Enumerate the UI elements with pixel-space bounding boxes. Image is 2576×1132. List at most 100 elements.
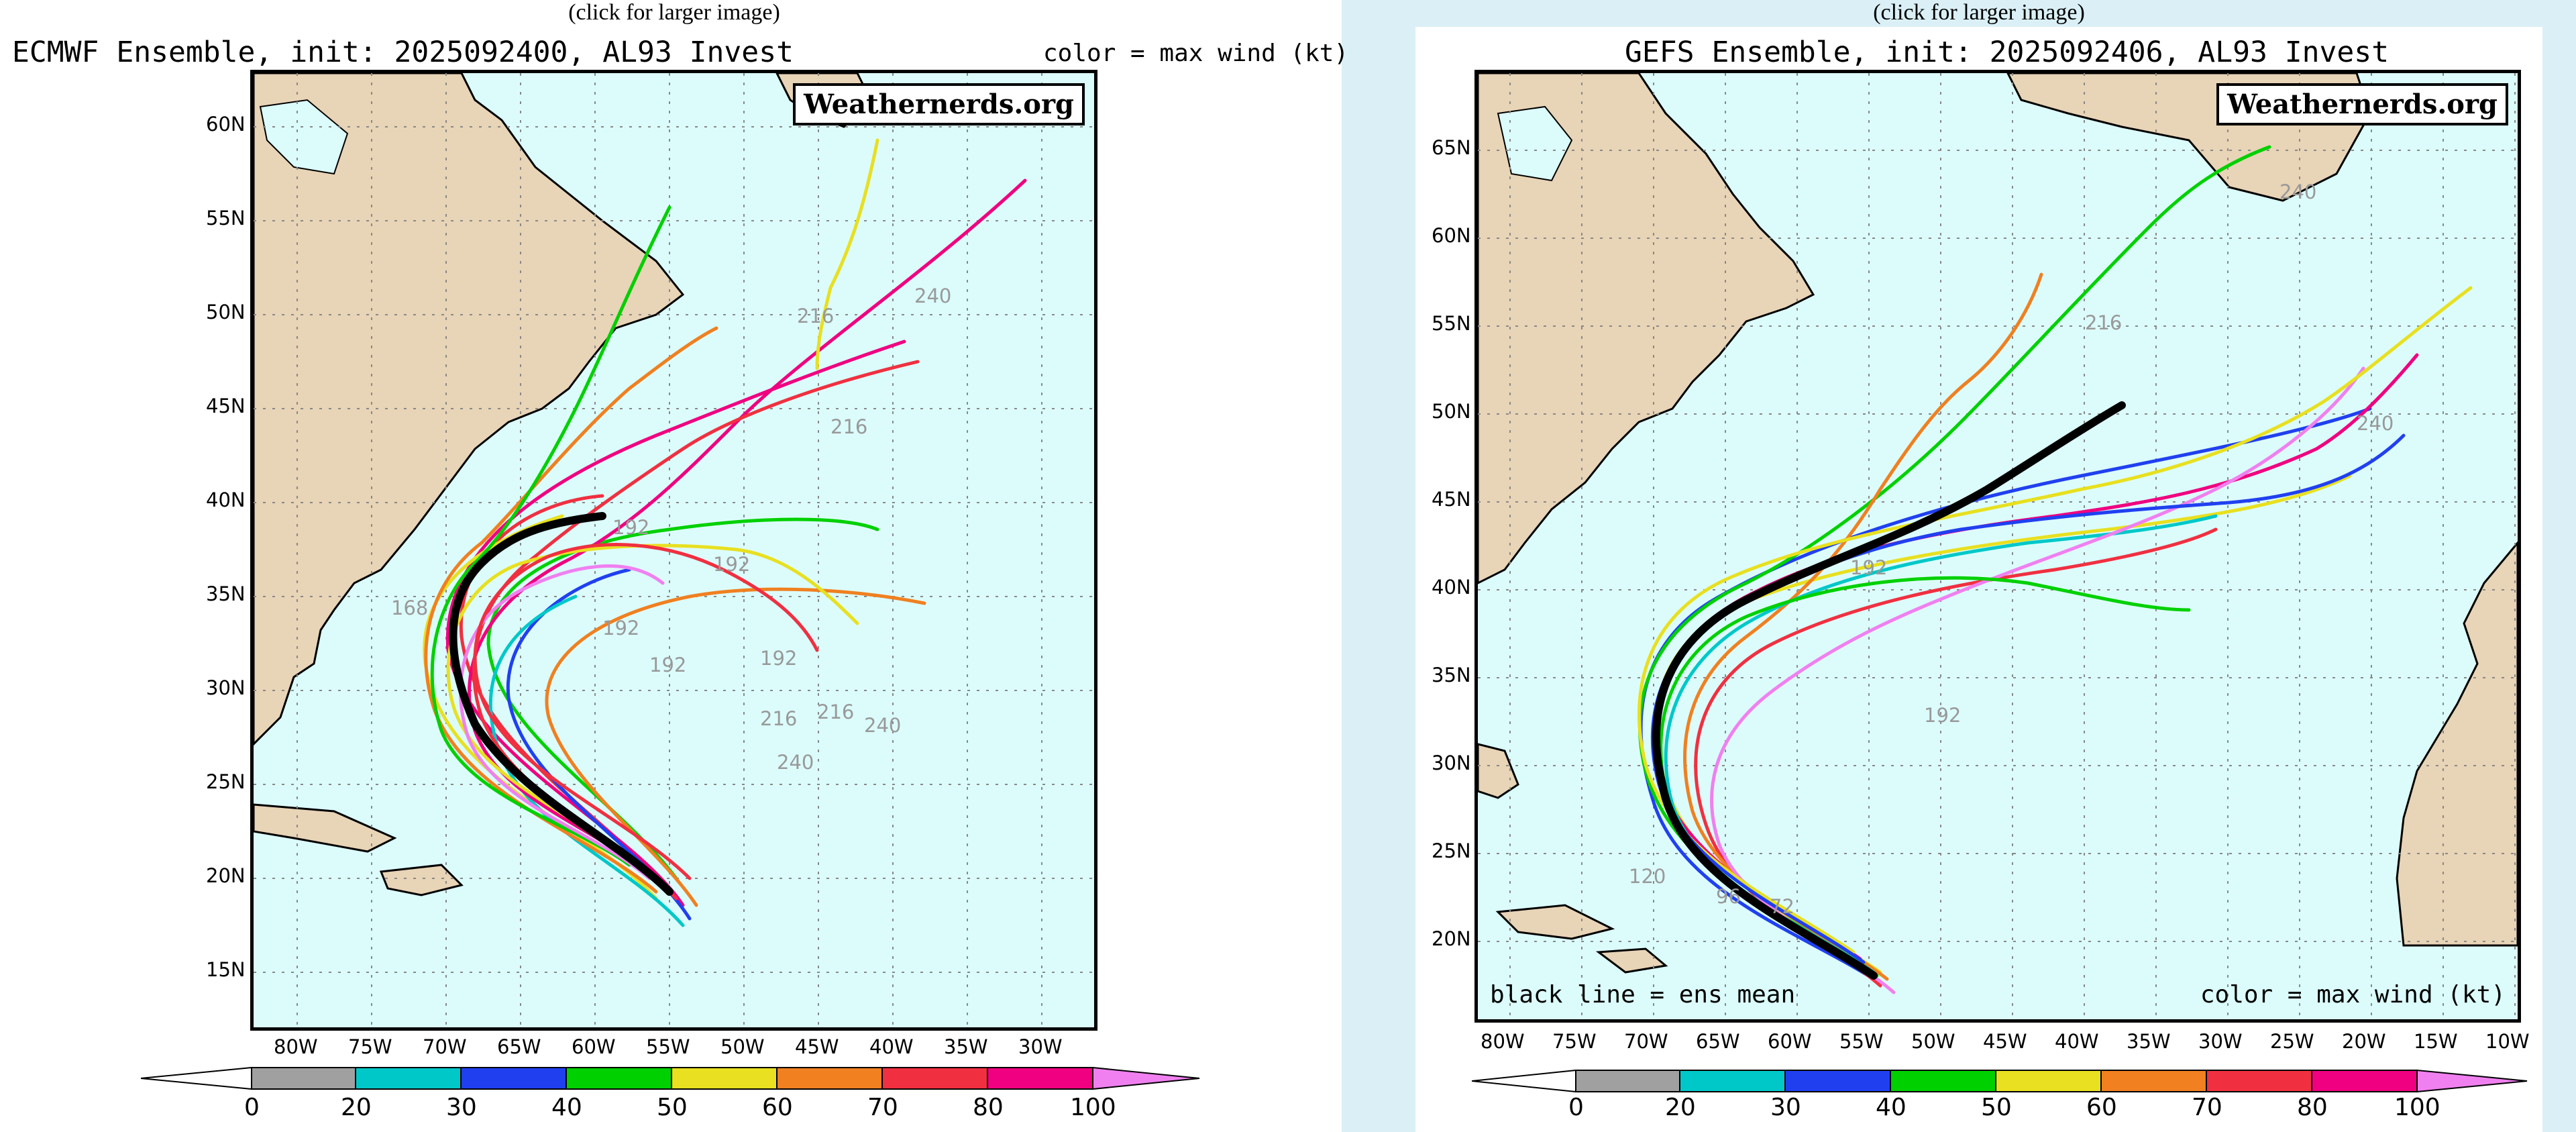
ecmwf-panel[interactable]: (click for larger image) ECMWF Ensemble,…	[0, 0, 1348, 1132]
ecmwf-colorbar-tick: 0	[244, 1094, 260, 1121]
ecmwf-lon-label: 35W	[944, 1035, 988, 1058]
ecmwf-lon-label: 55W	[646, 1035, 690, 1058]
gefs-mean-note: black line = ens mean	[1490, 981, 1796, 1009]
gefs-panel[interactable]: (click for larger image) GEFS Ensemble, …	[1415, 0, 2542, 1132]
gefs-lon-label: 45W	[1983, 1030, 2027, 1053]
ecmwf-lon-label: 65W	[497, 1035, 541, 1058]
gefs-colorbar	[1472, 1069, 2528, 1093]
colorbar-arrow-left-icon	[141, 1066, 252, 1090]
gefs-colorbar-tick: 30	[1770, 1094, 1801, 1121]
ecmwf-lat-label: 55N	[206, 207, 246, 229]
gefs-lon-label: 50W	[1911, 1030, 1955, 1053]
gefs-title: GEFS Ensemble, init: 2025092406, AL93 In…	[1625, 36, 2390, 69]
gefs-lon-label: 70W	[1624, 1030, 1668, 1053]
gefs-lon-label: 35W	[2127, 1030, 2171, 1053]
ecmwf-lon-label: 40W	[869, 1035, 914, 1058]
gefs-hour-label: 120	[1629, 865, 1666, 888]
gefs-hour-label: 72	[1770, 895, 1794, 918]
gefs-hour-label: 240	[2357, 412, 2394, 435]
colorbar-arrow-right-icon	[1092, 1066, 1200, 1090]
gefs-colorbar-tick: 50	[1981, 1094, 2012, 1121]
colorbar-arrow-left-icon	[1472, 1069, 1576, 1093]
gefs-colorbar-tick: 20	[1665, 1094, 1696, 1121]
ecmwf-title: ECMWF Ensemble, init: 2025092400, AL93 I…	[12, 36, 794, 69]
gefs-lat-label: 35N	[1432, 664, 1471, 686]
gefs-colorbar-tick: 0	[1568, 1094, 1584, 1121]
gefs-image-frame: GEFS Ensemble, init: 2025092406, AL93 In…	[1415, 27, 2542, 1132]
ecmwf-colorbar	[141, 1066, 1200, 1090]
ecmwf-hour-label: 216	[797, 305, 835, 327]
gefs-lon-label: 55W	[1839, 1030, 1884, 1053]
gefs-lon-label: 10W	[2485, 1030, 2530, 1053]
ecmwf-colorbar-tick: 70	[867, 1094, 898, 1121]
gefs-lon-label: 20W	[2342, 1030, 2386, 1053]
ecmwf-hour-label: 168	[391, 597, 429, 619]
gefs-hour-label: 216	[2085, 311, 2123, 334]
ecmwf-hour-label: 240	[777, 751, 814, 774]
gefs-lat-label: 25N	[1432, 839, 1471, 862]
ecmwf-lat-label: 30N	[206, 676, 246, 699]
ecmwf-lon-label: 50W	[720, 1035, 765, 1058]
ecmwf-logo: Weathernerds.org	[793, 83, 1085, 125]
ecmwf-hour-label: 216	[817, 701, 855, 723]
ecmwf-lon-label: 60W	[572, 1035, 616, 1058]
ecmwf-hour-label: 192	[649, 654, 687, 676]
gefs-colorbar-tick: 80	[2297, 1094, 2328, 1121]
ecmwf-map-svg	[254, 73, 1094, 1027]
gefs-lon-label: 40W	[2055, 1030, 2099, 1053]
ecmwf-lon-label: 70W	[423, 1035, 467, 1058]
ecmwf-hour-label: 192	[612, 516, 650, 539]
ecmwf-lon-label: 80W	[274, 1035, 318, 1058]
gefs-caption-link[interactable]: (click for larger image)	[1873, 0, 2085, 25]
ecmwf-color-note: color = max wind (kt)	[1043, 40, 1349, 67]
ecmwf-hour-label: 240	[864, 714, 902, 737]
gefs-hour-label: 96	[1716, 885, 1741, 908]
ecmwf-lat-label: 45N	[206, 395, 246, 417]
gefs-hour-label: 192	[1850, 556, 1888, 579]
ecmwf-lon-label: 30W	[1018, 1035, 1063, 1058]
colorbar-arrow-right-icon	[2416, 1069, 2528, 1093]
gefs-colorbar-tick: 100	[2394, 1094, 2440, 1121]
ecmwf-colorbar-tick: 100	[1070, 1094, 1116, 1121]
ecmwf-hour-label: 192	[602, 617, 640, 639]
gefs-colorbar-tick: 60	[2086, 1094, 2117, 1121]
ecmwf-map: Weathernerds.org 216 240 216 192 168 192…	[250, 70, 1097, 1031]
ecmwf-lon-label: 75W	[348, 1035, 392, 1058]
gefs-map: Weathernerds.org 240 216 240 192 192 120…	[1474, 70, 2521, 1023]
ecmwf-colorbar-tick: 50	[657, 1094, 688, 1121]
ecmwf-caption-link[interactable]: (click for larger image)	[568, 0, 780, 25]
gefs-hour-label: 240	[2279, 181, 2317, 203]
gefs-hour-label: 192	[1924, 704, 1962, 727]
gefs-lon-label: 15W	[2414, 1030, 2458, 1053]
ecmwf-lat-label: 20N	[206, 864, 246, 887]
gefs-lon-label: 75W	[1552, 1030, 1597, 1053]
gefs-lon-label: 65W	[1696, 1030, 1740, 1053]
ecmwf-colorbar-tick: 40	[551, 1094, 582, 1121]
gefs-lat-label: 20N	[1432, 927, 1471, 950]
gefs-colorbar-tick: 70	[2192, 1094, 2222, 1121]
ecmwf-hour-label: 216	[830, 415, 868, 438]
gefs-lat-label: 40N	[1432, 576, 1471, 599]
gefs-lat-label: 55N	[1432, 312, 1471, 335]
ecmwf-lat-label: 60N	[206, 113, 246, 136]
ecmwf-lat-label: 35N	[206, 582, 246, 605]
gefs-lon-label: 25W	[2270, 1030, 2314, 1053]
gefs-lat-label: 50N	[1432, 400, 1471, 423]
ecmwf-colorbar-tick: 20	[341, 1094, 372, 1121]
ecmwf-lat-label: 40N	[206, 488, 246, 511]
gefs-lat-label: 60N	[1432, 224, 1471, 247]
gefs-lat-label: 45N	[1432, 488, 1471, 511]
gefs-color-note: color = max wind (kt)	[2200, 981, 2506, 1009]
gefs-map-svg	[1478, 73, 2518, 1019]
ecmwf-colorbar-tick: 30	[446, 1094, 477, 1121]
gefs-lon-label: 60W	[1768, 1030, 1812, 1053]
gefs-colorbar-tick: 40	[1876, 1094, 1907, 1121]
ecmwf-hour-label: 192	[760, 647, 798, 670]
ecmwf-lat-label: 25N	[206, 770, 246, 793]
gefs-lat-label: 30N	[1432, 752, 1471, 774]
ecmwf-hour-label: 216	[760, 707, 798, 730]
gefs-lat-label: 65N	[1432, 136, 1471, 159]
gefs-lon-label: 30W	[2198, 1030, 2243, 1053]
ecmwf-image-frame: ECMWF Ensemble, init: 2025092400, AL93 I…	[0, 27, 1348, 1132]
ecmwf-colorbar-tick: 80	[973, 1094, 1004, 1121]
